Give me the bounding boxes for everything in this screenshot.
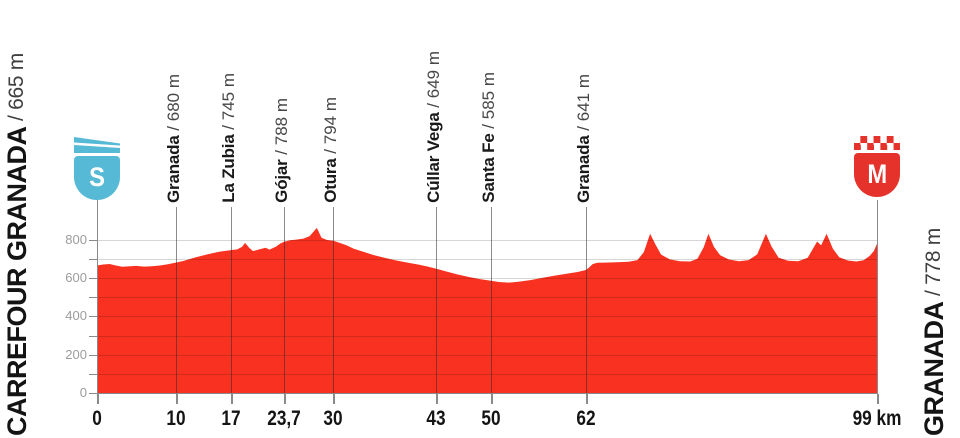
x-axis-tick: [586, 394, 588, 404]
y-axis-tick: [89, 297, 97, 298]
finish-letter: M: [867, 161, 887, 190]
waypoint-label: Gójar / 788 m: [273, 98, 291, 203]
waypoint-altitude: / 649 m: [424, 51, 443, 112]
waypoint-name: Gójar: [272, 160, 291, 203]
waypoint-name: Granada: [574, 135, 593, 203]
waypoint-name: Santa Fe: [479, 134, 498, 203]
y-axis-tick: [89, 374, 97, 375]
x-axis-label: 43: [426, 407, 445, 431]
x-axis-label: 17: [221, 407, 240, 431]
y-axis-tick: [89, 393, 97, 394]
y-axis-tick: [89, 240, 97, 241]
stage-elevation-profile: CARREFOUR GRANADA / 665 m GRANADA / 778 …: [0, 0, 960, 438]
waypoint-name: Otura: [321, 159, 340, 203]
finish-checkered-band-icon: [854, 136, 900, 150]
y-axis-tick: [89, 278, 97, 279]
waypoint-line: [176, 207, 177, 393]
waypoint-altitude: / 794 m: [321, 97, 340, 158]
x-axis-label: 23,7: [267, 407, 301, 431]
x-axis-tick: [176, 394, 178, 404]
waypoint-name: Cúllar Vega: [424, 113, 443, 203]
gridline-horizontal: [97, 355, 877, 356]
waypoint-line: [436, 207, 437, 393]
waypoint-line: [284, 207, 285, 393]
y-axis-label: 0: [51, 385, 87, 400]
gridline-horizontal: [97, 374, 877, 375]
start-title: CARREFOUR GRANADA / 665 m: [3, 53, 31, 436]
x-axis-tick: [231, 394, 233, 404]
start-marker: S: [74, 137, 120, 200]
waypoint-name: Granada: [164, 135, 183, 203]
start-flag-icon: [74, 137, 120, 153]
y-axis-tick: [89, 336, 97, 337]
start-name: CARREFOUR GRANADA: [2, 127, 32, 437]
x-axis-tick: [333, 394, 335, 404]
waypoint-label: Otura / 794 m: [322, 97, 340, 203]
y-axis-label: 400: [51, 308, 87, 323]
y-axis-label: 800: [51, 232, 87, 247]
y-axis-tick: [89, 259, 97, 260]
gridline-horizontal: [97, 278, 877, 279]
finish-shield: M: [854, 153, 900, 197]
x-axis-tick: [436, 394, 438, 404]
finish-marker: M: [854, 136, 900, 197]
finish-title: GRANADA / 778 m: [920, 228, 948, 436]
gridline-horizontal: [97, 259, 877, 260]
waypoint-label: Cúllar Vega / 649 m: [425, 51, 443, 203]
y-axis-label: 600: [51, 270, 87, 285]
x-axis-label: 50: [481, 407, 500, 431]
x-axis-label: 30: [324, 407, 343, 431]
gridline-horizontal: [97, 336, 877, 337]
x-axis-label: 62: [576, 407, 595, 431]
waypoint-label: Santa Fe / 585 m: [480, 72, 498, 203]
x-axis-label: 0: [92, 407, 102, 431]
finish-name: GRANADA: [919, 302, 949, 437]
x-axis-label: 10: [166, 407, 185, 431]
waypoint-altitude: / 745 m: [219, 73, 238, 134]
y-axis-tick: [89, 316, 97, 317]
y-axis-tick: [89, 355, 97, 356]
waypoint-line: [231, 207, 232, 393]
y-axis-label: 200: [51, 347, 87, 362]
start-letter: S: [89, 164, 105, 193]
start-altitude: / 665 m: [5, 53, 28, 126]
waypoint-line: [333, 207, 334, 393]
waypoint-line: [586, 207, 587, 393]
waypoint-name: La Zubia: [219, 135, 238, 203]
finish-line: [877, 200, 878, 394]
start-line: [97, 200, 98, 394]
waypoint-label: La Zubia / 745 m: [220, 73, 238, 203]
x-axis-tick: [877, 394, 879, 404]
gridline-horizontal: [97, 316, 877, 317]
gridline-horizontal: [97, 297, 877, 298]
waypoint-altitude: / 641 m: [574, 74, 593, 135]
finish-altitude: / 778 m: [922, 228, 945, 301]
x-axis-tick: [284, 394, 286, 404]
elevation-profile-area: [97, 228, 877, 393]
x-axis-tick: [97, 394, 99, 404]
waypoint-altitude: / 680 m: [164, 74, 183, 135]
waypoint-label: Granada / 680 m: [165, 74, 183, 203]
waypoint-line: [491, 207, 492, 393]
waypoint-label: Granada / 641 m: [575, 74, 593, 203]
start-shield: S: [74, 156, 120, 200]
x-axis-label: 99 km: [853, 407, 902, 431]
x-axis-tick: [491, 394, 493, 404]
waypoint-altitude: / 585 m: [479, 72, 498, 133]
waypoint-altitude: / 788 m: [272, 98, 291, 159]
x-axis-line: [96, 393, 878, 394]
gridline-horizontal: [97, 240, 877, 241]
